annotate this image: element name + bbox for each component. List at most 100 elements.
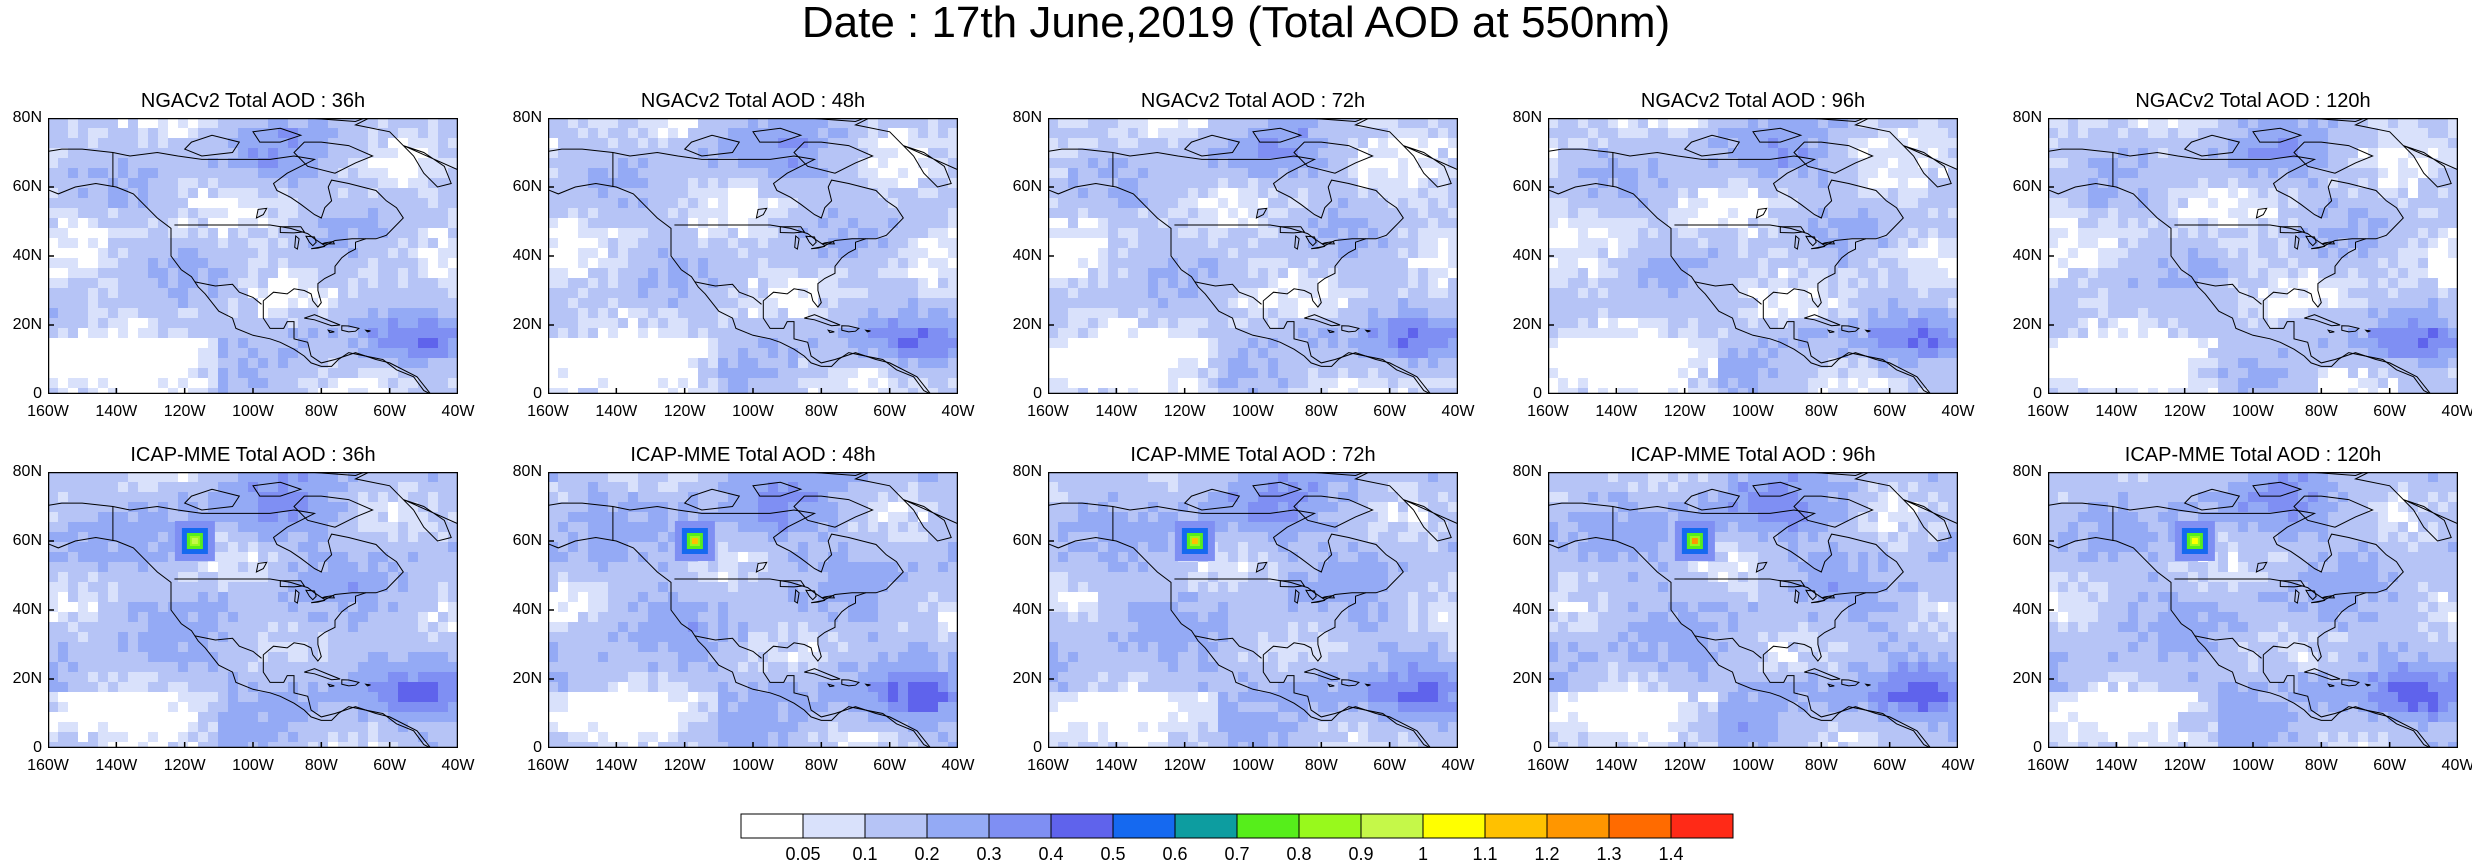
aod-cell bbox=[2108, 218, 2118, 228]
aod-cell bbox=[1358, 298, 1368, 308]
aod-cell bbox=[878, 198, 888, 208]
aod-cell bbox=[1588, 228, 1598, 238]
aod-cell bbox=[938, 218, 948, 228]
aod-cell bbox=[628, 288, 638, 298]
aod-cell bbox=[238, 308, 248, 318]
aod-cell bbox=[78, 208, 88, 218]
aod-cell bbox=[898, 198, 908, 208]
aod-cell bbox=[358, 258, 368, 268]
aod-cell bbox=[1758, 238, 1768, 248]
aod-cell bbox=[308, 248, 318, 258]
aod-cell bbox=[1408, 338, 1418, 348]
aod-cell bbox=[1308, 218, 1318, 228]
aod-cell bbox=[1108, 338, 1118, 348]
aod-cell bbox=[68, 278, 78, 288]
aod-cell bbox=[938, 338, 948, 348]
aod-cell bbox=[1678, 138, 1688, 148]
aod-cell bbox=[1858, 208, 1868, 218]
aod-cell bbox=[1888, 238, 1898, 248]
aod-cell bbox=[2118, 208, 2128, 218]
aod-cell bbox=[2108, 188, 2118, 198]
aod-cell bbox=[1408, 328, 1418, 338]
aod-cell bbox=[1208, 188, 1218, 198]
aod-cell bbox=[348, 168, 358, 178]
aod-cell bbox=[238, 188, 248, 198]
aod-cell bbox=[238, 298, 248, 308]
aod-cell bbox=[618, 278, 628, 288]
aod-cell bbox=[1588, 318, 1598, 328]
aod-cell bbox=[418, 228, 428, 238]
aod-cell bbox=[1288, 348, 1298, 358]
aod-cell bbox=[398, 218, 408, 228]
aod-cell bbox=[1688, 318, 1698, 328]
aod-cell bbox=[208, 278, 218, 288]
aod-cell bbox=[1638, 188, 1648, 198]
aod-cell bbox=[1778, 328, 1788, 338]
aod-cell bbox=[1118, 278, 1128, 288]
aod-cell bbox=[178, 188, 188, 198]
aod-cell bbox=[58, 308, 68, 318]
aod-cell bbox=[188, 338, 198, 348]
aod-cell bbox=[198, 178, 208, 188]
aod-cell bbox=[728, 298, 738, 308]
aod-cell bbox=[1618, 228, 1628, 238]
aod-cell bbox=[648, 288, 658, 298]
aod-cell bbox=[1258, 148, 1268, 158]
aod-cell bbox=[1288, 308, 1298, 318]
aod-cell bbox=[1738, 248, 1748, 258]
aod-cell bbox=[158, 268, 168, 278]
aod-cell bbox=[1378, 238, 1388, 248]
aod-cell bbox=[448, 318, 458, 328]
aod-cell bbox=[1638, 178, 1648, 188]
aod-cell bbox=[718, 168, 728, 178]
aod-cell bbox=[1808, 188, 1818, 198]
aod-cell bbox=[1108, 128, 1118, 138]
aod-cell bbox=[1778, 138, 1788, 148]
aod-cell bbox=[1928, 268, 1938, 278]
aod-cell bbox=[1348, 188, 1358, 198]
aod-cell bbox=[188, 288, 198, 298]
aod-cell bbox=[1678, 188, 1688, 198]
aod-cell bbox=[2098, 298, 2108, 308]
aod-cell bbox=[2118, 158, 2128, 168]
aod-cell bbox=[948, 308, 958, 318]
aod-cell bbox=[1848, 188, 1858, 198]
aod-cell bbox=[48, 198, 58, 208]
aod-cell bbox=[768, 148, 778, 158]
lon-tick-label: 100W bbox=[1232, 404, 1274, 420]
aod-cell bbox=[888, 298, 898, 308]
aod-cell bbox=[1088, 378, 1098, 388]
aod-cell bbox=[1178, 218, 1188, 228]
aod-cell bbox=[1438, 338, 1448, 348]
aod-cell bbox=[1948, 148, 1958, 158]
aod-cell bbox=[2078, 258, 2088, 268]
aod-cell bbox=[368, 328, 378, 338]
aod-cell bbox=[1348, 198, 1358, 208]
aod-cell bbox=[1718, 348, 1728, 358]
aod-cell bbox=[718, 118, 728, 128]
aod-cell bbox=[878, 118, 888, 128]
aod-cell bbox=[1918, 208, 1928, 218]
aod-cell bbox=[2048, 118, 2058, 128]
aod-cell bbox=[1288, 248, 1298, 258]
aod-cell bbox=[1138, 328, 1148, 338]
aod-cell bbox=[358, 338, 368, 348]
aod-cell bbox=[258, 218, 268, 228]
aod-cell bbox=[1578, 258, 1588, 268]
aod-cell bbox=[1808, 368, 1818, 378]
aod-cell bbox=[1308, 118, 1318, 128]
aod-cell bbox=[1208, 198, 1218, 208]
aod-cell bbox=[1268, 198, 1278, 208]
aod-cell bbox=[1178, 168, 1188, 178]
aod-cell bbox=[748, 228, 758, 238]
aod-cell bbox=[1138, 358, 1148, 368]
aod-cell bbox=[1748, 298, 1758, 308]
aod-cell bbox=[98, 348, 108, 358]
aod-cell bbox=[1698, 298, 1708, 308]
aod-cell bbox=[1438, 228, 1448, 238]
aod-cell bbox=[898, 308, 908, 318]
aod-cell bbox=[348, 268, 358, 278]
aod-cell bbox=[428, 368, 438, 378]
aod-cell bbox=[1068, 158, 1078, 168]
aod-cell bbox=[908, 118, 918, 128]
